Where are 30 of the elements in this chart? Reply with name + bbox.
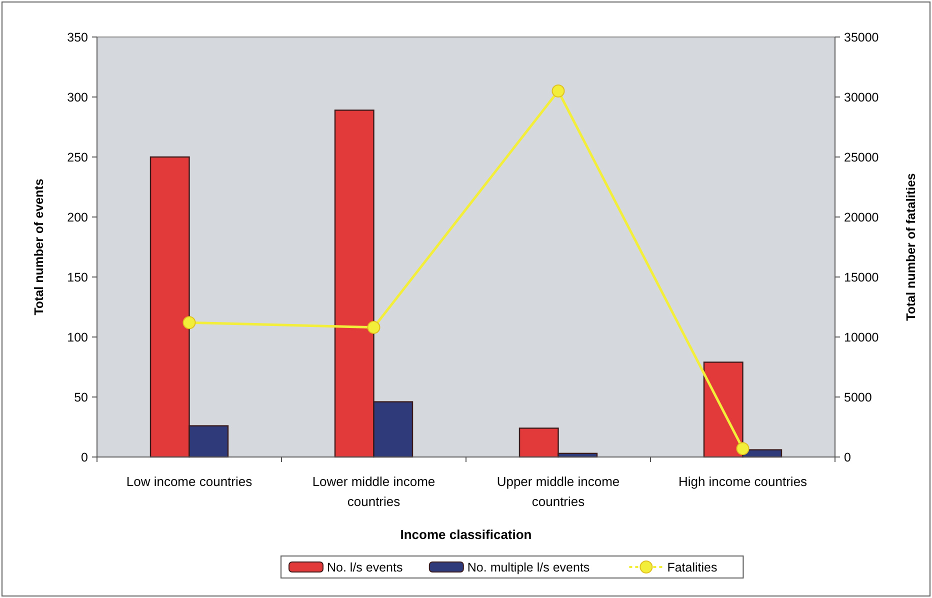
legend-label: No. multiple l/s events: [467, 560, 590, 574]
y2-tick-label: 10000: [844, 330, 879, 344]
x-tick-label: Low income countries: [126, 474, 253, 489]
y-tick-label: 250: [67, 150, 88, 164]
point: [736, 442, 750, 456]
y2-tick-label: 30000: [844, 90, 879, 104]
x-tick-label: Upper middle income countries: [496, 474, 620, 509]
legend-label: No. l/s events: [327, 560, 403, 574]
y2-tick-label: 35000: [844, 30, 879, 44]
y-axis-title: Total number of events: [32, 178, 46, 316]
y-tick-label: 300: [67, 90, 88, 104]
x-axis-title: Income classification: [400, 527, 532, 542]
y-tick-label: 350: [67, 30, 88, 44]
y-tick-label: 0: [81, 450, 88, 464]
y-tick-label: 100: [67, 330, 88, 344]
x-tick-label: Lower middle income countries: [312, 474, 436, 509]
point: [182, 316, 196, 330]
point: [367, 320, 380, 334]
y2-axis-title: Total number of fatalities: [904, 173, 918, 321]
y2-tick-label: 25000: [844, 150, 879, 164]
y2-tick-label: 15000: [844, 270, 879, 284]
y-tick-label: 50: [74, 390, 88, 404]
y2-tick-label: 5000: [844, 390, 872, 404]
y2-tick-label: 0: [844, 450, 851, 464]
point: [552, 84, 565, 98]
y2-tick-label: 20000: [844, 210, 879, 224]
legend-label: Fatalities: [667, 560, 718, 574]
x-tick-label: High income countries: [678, 474, 808, 489]
y-tick-label: 150: [67, 270, 88, 284]
y-tick-label: 200: [67, 210, 88, 224]
